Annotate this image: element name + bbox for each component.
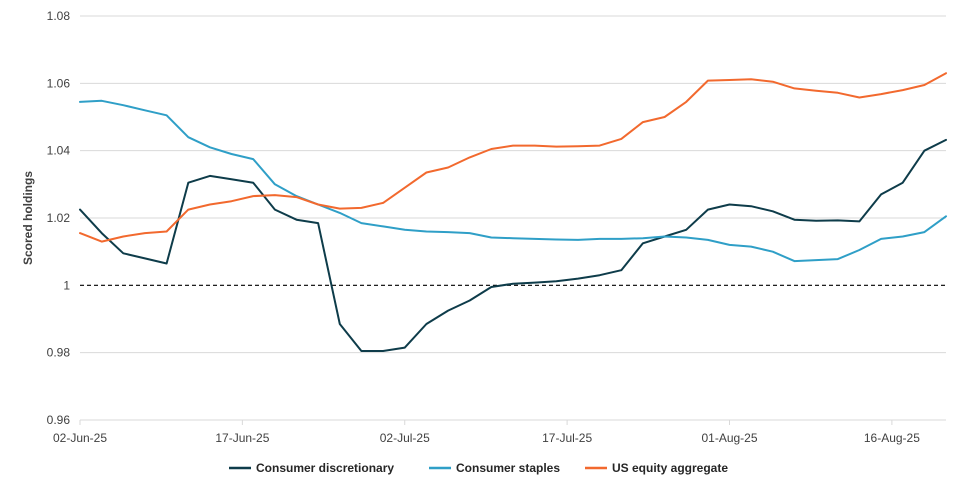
legend-item-us-equity-aggregate: US equity aggregate bbox=[585, 461, 728, 475]
series-lines bbox=[79, 72, 947, 352]
x-axis: 02-Jun-25 17-Jun-25 02-Jul-25 17-Jul-25 01-A… bbox=[53, 420, 920, 445]
x-tick-label: 01-Aug-25 bbox=[701, 431, 757, 445]
legend-item-consumer-discretionary: Consumer discretionary bbox=[229, 461, 394, 475]
y-tick-label: 1.06 bbox=[47, 76, 71, 90]
legend-label: US equity aggregate bbox=[612, 461, 728, 475]
y-tick-label: 1 bbox=[63, 278, 70, 292]
y-axis-label: Scored holdings bbox=[21, 171, 35, 265]
x-tick-label: 16-Aug-25 bbox=[864, 431, 920, 445]
gridlines bbox=[80, 15, 946, 421]
y-tick-label: 0.98 bbox=[47, 346, 71, 360]
series-line-consumer-staples bbox=[79, 99, 947, 263]
series-line-us-equity-aggregate bbox=[79, 72, 947, 243]
legend-item-consumer-staples: Consumer staples bbox=[429, 461, 560, 475]
y-tick-label: 1.04 bbox=[47, 144, 71, 158]
x-tick-label: 02-Jun-25 bbox=[53, 431, 107, 445]
legend: Consumer discretionary Consumer staples US… bbox=[229, 461, 728, 475]
y-axis: 0.96 0.98 1 1.02 1.04 1.06 1.08 bbox=[47, 9, 71, 427]
x-tick-label: 17-Jun-25 bbox=[215, 431, 269, 445]
legend-label: Consumer staples bbox=[456, 461, 560, 475]
y-tick-label: 0.96 bbox=[47, 413, 71, 427]
y-tick-label: 1.08 bbox=[47, 9, 71, 23]
y-tick-label: 1.02 bbox=[47, 211, 71, 225]
x-tick-label: 17-Jul-25 bbox=[542, 431, 592, 445]
legend-label: Consumer discretionary bbox=[256, 461, 394, 475]
series-line-consumer-discretionary bbox=[79, 138, 947, 352]
x-tick-label: 02-Jul-25 bbox=[380, 431, 430, 445]
